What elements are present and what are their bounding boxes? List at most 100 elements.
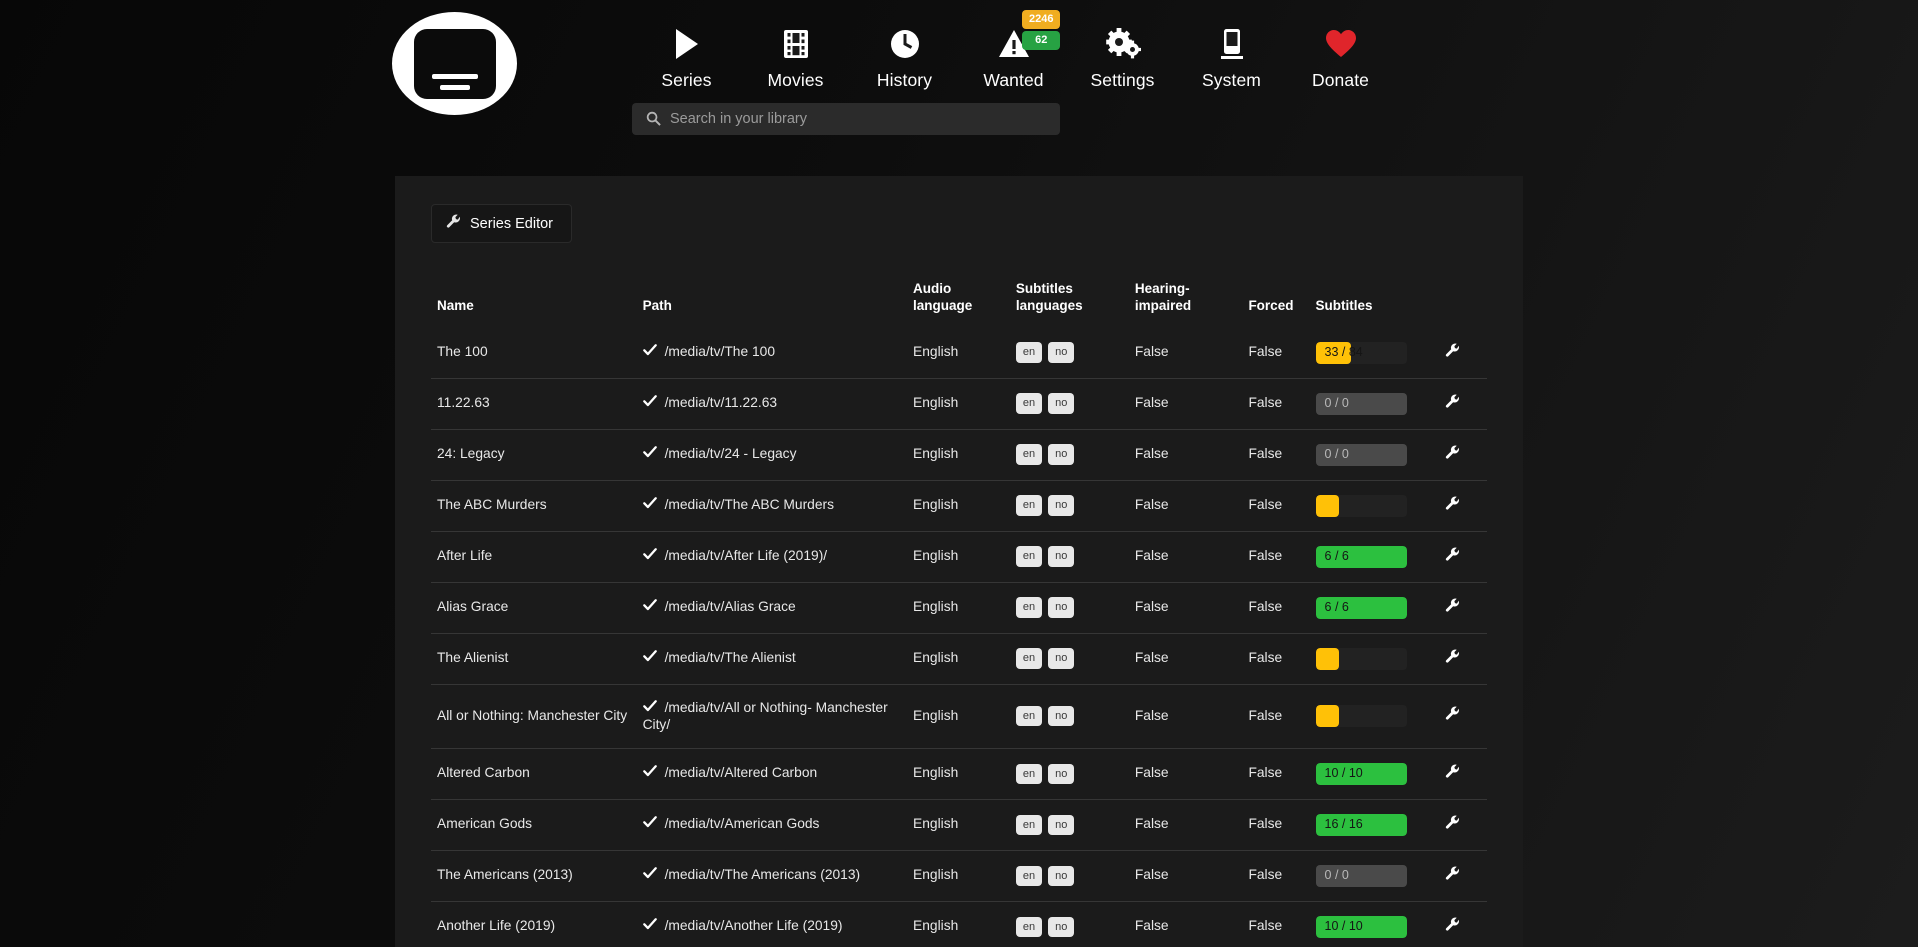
row-edit-wrench-icon[interactable] (1445, 598, 1460, 613)
check-icon (642, 598, 657, 617)
subtitle-language-pill[interactable]: en (1015, 342, 1043, 363)
subtitle-language-pill[interactable]: no (1048, 546, 1075, 567)
col-header-forced[interactable]: Forced (1248, 298, 1294, 314)
subtitle-language-pill[interactable]: en (1015, 597, 1043, 618)
subtitle-language-pill[interactable]: en (1015, 648, 1043, 669)
cell-series-name[interactable]: The Alienist (431, 632, 637, 685)
subtitle-language-pill[interactable]: en (1015, 916, 1043, 937)
nav-settings[interactable]: Settings (1068, 22, 1177, 91)
nav-movies[interactable]: Movies (741, 22, 850, 91)
cell-series-name[interactable]: The 100 (437, 344, 488, 360)
nav-history[interactable]: History (850, 22, 959, 91)
subtitles-progress-bar[interactable]: 16 / 16 (1315, 813, 1407, 836)
col-header-name[interactable]: Name (437, 298, 474, 314)
cell-subtitles-progress (1309, 632, 1440, 685)
row-edit-wrench-icon[interactable] (1445, 917, 1460, 932)
cell-series-name[interactable]: All or Nothing: Manchester City (431, 683, 637, 749)
subtitle-language-pill[interactable]: en (1015, 706, 1043, 727)
subtitles-progress-bar[interactable] (1315, 494, 1407, 517)
row-edit-wrench-icon[interactable] (1445, 649, 1460, 664)
subtitles-progress-bar[interactable]: 0 / 0 (1315, 443, 1407, 466)
subtitles-progress-bar[interactable] (1315, 647, 1407, 670)
subtitle-language-pill[interactable]: no (1048, 393, 1075, 414)
col-header-subtitles-languages[interactable]: Subtitles languages (1015, 281, 1083, 314)
col-header-hearing-impaired[interactable]: Hearing-impaired (1134, 281, 1192, 314)
check-icon (642, 917, 657, 936)
path-text: /media/tv/The Alienist (664, 650, 796, 666)
cell-forced: False (1242, 479, 1310, 532)
row-edit-wrench-icon[interactable] (1445, 445, 1460, 460)
row-edit-wrench-icon[interactable] (1445, 547, 1460, 562)
nav-donate[interactable]: Donate (1286, 22, 1395, 91)
cell-subtitles-languages: en no (1009, 747, 1129, 800)
col-header-actions (1439, 268, 1487, 328)
subtitle-language-pill[interactable]: en (1015, 814, 1043, 835)
path-text: /media/tv/All or Nothing- Manchester Cit… (642, 699, 888, 733)
cell-subtitles-languages: en no (1009, 479, 1129, 532)
subtitles-progress-bar[interactable]: 10 / 10 (1315, 762, 1407, 785)
row-edit-wrench-icon[interactable] (1445, 866, 1460, 881)
cell-series-name[interactable]: The ABC Murders (431, 479, 637, 532)
subtitle-language-pill[interactable]: en (1015, 495, 1043, 516)
col-header-path[interactable]: Path (642, 298, 672, 314)
row-edit-wrench-icon[interactable] (1445, 706, 1460, 721)
cell-series-name[interactable]: Another Life (2019) (431, 900, 637, 947)
subtitle-language-pill[interactable]: no (1048, 648, 1075, 669)
subtitle-language-pill[interactable]: no (1048, 763, 1075, 784)
cell-subtitles-progress: 6 / 6 (1309, 581, 1440, 634)
row-edit-wrench-icon[interactable] (1445, 496, 1460, 511)
clock-icon (889, 22, 921, 66)
subtitles-progress-bar[interactable]: 6 / 6 (1315, 545, 1407, 568)
subtitle-language-pill[interactable]: en (1015, 865, 1043, 886)
subtitle-language-pill[interactable]: no (1048, 706, 1075, 727)
nav-system[interactable]: System (1177, 22, 1286, 91)
subtitle-language-pill[interactable]: no (1048, 597, 1075, 618)
subtitles-progress-bar[interactable]: 0 / 0 (1315, 392, 1407, 415)
col-header-audio-language[interactable]: Audio language (913, 281, 973, 314)
heart-icon (1324, 22, 1358, 66)
subtitle-language-pill[interactable]: no (1048, 865, 1075, 886)
nav-wanted-label: Wanted (983, 70, 1044, 90)
subtitles-progress-bar[interactable]: 6 / 6 (1315, 596, 1407, 619)
nav-wanted[interactable]: 2246 62 Wanted (959, 10, 1068, 91)
series-editor-button[interactable]: Series Editor (431, 204, 573, 243)
row-edit-wrench-icon[interactable] (1445, 764, 1460, 779)
subtitles-progress-bar[interactable]: 33 / 84 (1315, 341, 1407, 364)
cell-audio-language: English (907, 747, 1010, 800)
subtitle-language-pill[interactable]: en (1015, 546, 1043, 567)
cell-path: /media/tv/After Life (2019)/ (636, 530, 908, 583)
progress-label: 10 / 10 (1324, 766, 1363, 781)
cell-hearing-impaired: False (1128, 683, 1243, 749)
search-input[interactable] (632, 103, 1060, 135)
check-icon (642, 764, 657, 783)
subtitles-progress-bar[interactable]: 0 / 0 (1315, 864, 1407, 887)
path-text: /media/tv/The Americans (2013) (664, 867, 861, 883)
cell-series-name[interactable]: 11.22.63 (431, 377, 637, 430)
cell-series-name[interactable]: The Americans (2013) (431, 849, 637, 902)
subtitle-language-pill[interactable]: no (1048, 814, 1075, 835)
row-edit-wrench-icon[interactable] (1445, 815, 1460, 830)
table-row: The 100/media/tv/The 100 English en no False… (431, 328, 1487, 379)
subtitle-language-pill[interactable]: no (1048, 444, 1075, 465)
nav-series[interactable]: Series (632, 22, 741, 91)
cell-subtitles-languages: en no (1010, 328, 1129, 379)
cell-subtitles-progress: 10 / 10 (1309, 747, 1440, 800)
row-edit-wrench-icon[interactable] (1445, 394, 1460, 409)
row-edit-wrench-icon[interactable] (1445, 343, 1460, 358)
col-header-subtitles[interactable]: Subtitles (1315, 298, 1373, 314)
subtitles-progress-bar[interactable] (1315, 705, 1407, 728)
subtitle-language-pill[interactable]: no (1048, 495, 1075, 516)
subtitle-language-pill[interactable]: no (1048, 342, 1075, 363)
cell-audio-language: English (907, 900, 1010, 947)
series-table: Name Path Audio language Subtitles langu… (431, 268, 1487, 947)
subtitle-language-pill[interactable]: no (1048, 916, 1075, 937)
cell-series-name[interactable]: Alias Grace (431, 581, 637, 634)
cell-series-name[interactable]: 24: Legacy (431, 428, 637, 481)
subtitle-language-pill[interactable]: en (1015, 444, 1043, 465)
cell-series-name[interactable]: Altered Carbon (431, 747, 637, 800)
cell-series-name[interactable]: After Life (431, 530, 637, 583)
subtitle-language-pill[interactable]: en (1015, 763, 1043, 784)
subtitle-language-pill[interactable]: en (1015, 393, 1043, 414)
subtitles-progress-bar[interactable]: 10 / 10 (1315, 915, 1407, 938)
cell-series-name[interactable]: American Gods (431, 798, 637, 851)
